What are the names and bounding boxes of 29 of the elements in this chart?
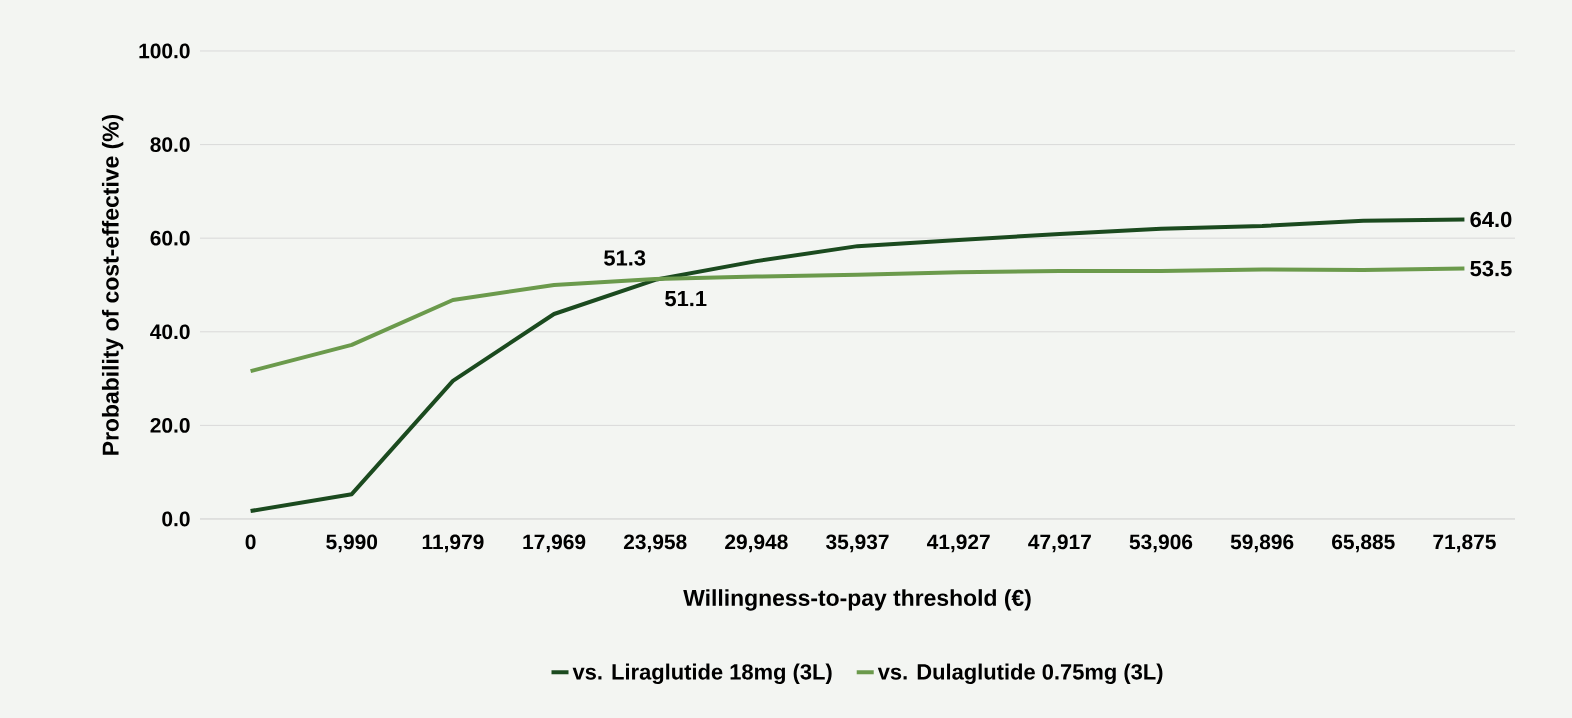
x-tick-label: 71,875 — [1433, 534, 1496, 553]
y-tick-label: 20.0 — [150, 417, 190, 433]
data-label: 53.5 — [1470, 260, 1512, 277]
x-tick-label: 23,958 — [623, 534, 687, 553]
x-tick-label: 0 — [245, 534, 256, 550]
x-tick-label: 11,979 — [422, 534, 484, 553]
legend-label: vs. Dulaglutide 0.75mg (3L) — [877, 663, 1163, 685]
x-tick-label: 47,917 — [1028, 534, 1091, 553]
data-label: 51.1 — [665, 291, 707, 307]
x-tick-label: 65,885 — [1332, 534, 1395, 553]
x-axis-title: Willingness-to-pay threshold (€) — [683, 589, 1031, 611]
y-tick-label: 0.0 — [162, 511, 190, 527]
x-tick-label: 17,969 — [523, 534, 586, 553]
legend-label: vs. Liraglutide 18mg (3L) — [572, 663, 832, 685]
x-tick-label: 35,937 — [826, 534, 889, 553]
y-axis-title: Probability of cost-effective (%) — [101, 114, 124, 455]
line-series — [248, 266, 1467, 374]
x-tick-label: 41,927 — [926, 534, 990, 553]
data-label: 51.3 — [604, 250, 646, 266]
y-tick-label: 80.0 — [150, 137, 190, 152]
x-tick-label: 29,948 — [725, 534, 788, 553]
x-tick-label: 59,896 — [1230, 534, 1294, 553]
y-tick-label: 100.0 — [139, 43, 190, 59]
line-series — [248, 217, 1467, 514]
y-tick-label: 60.0 — [150, 230, 190, 246]
x-tick-label: 5,990 — [326, 534, 378, 553]
x-tick-label: 53,906 — [1129, 534, 1193, 553]
y-tick-label: 40.0 — [150, 324, 190, 340]
data-label: 64.0 — [1470, 211, 1512, 228]
